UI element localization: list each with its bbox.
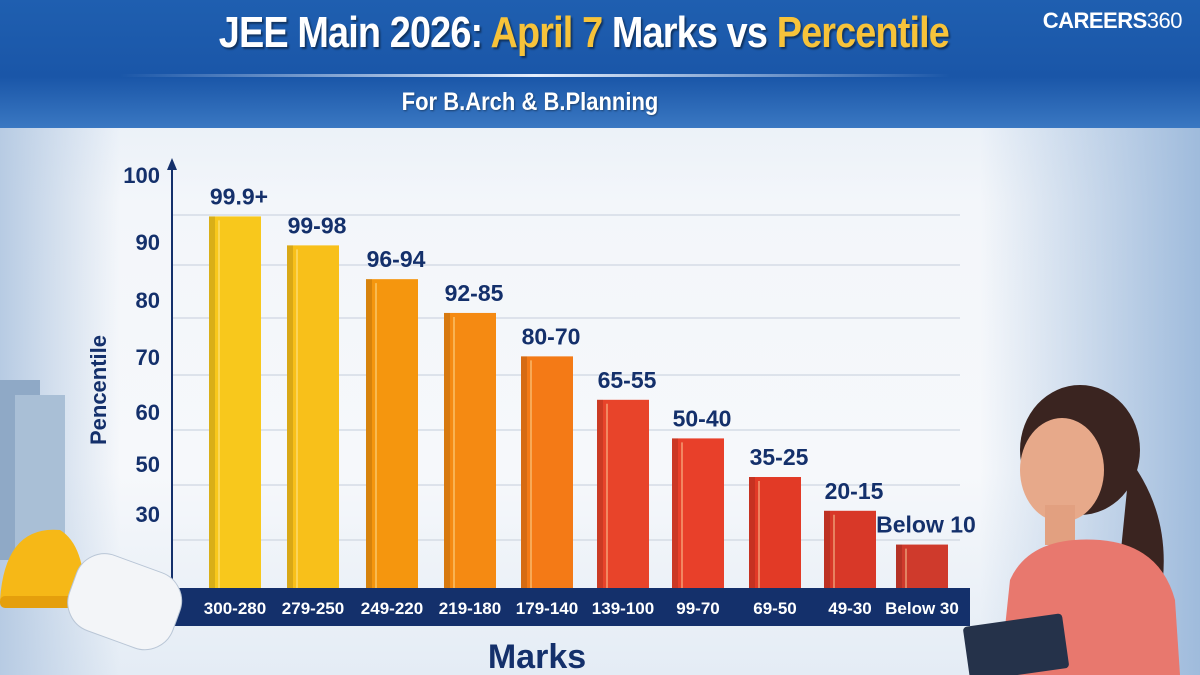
bar bbox=[896, 544, 948, 588]
bar-shade bbox=[672, 438, 678, 588]
x-tick-label: 219-180 bbox=[439, 599, 501, 618]
bar bbox=[749, 477, 801, 588]
bar-data-label: 20-15 bbox=[825, 478, 884, 504]
x-tick-label: 179-140 bbox=[516, 599, 578, 618]
title-divider bbox=[120, 74, 950, 77]
bar-shade bbox=[824, 510, 830, 588]
x-axis-label: Marks bbox=[488, 638, 586, 675]
y-axis-label: Pencentile bbox=[86, 335, 111, 445]
y-tick-label: 80 bbox=[136, 288, 160, 313]
bar-shade bbox=[896, 544, 902, 588]
bar-data-label: 99.9+ bbox=[210, 183, 268, 209]
bar-data-label: Below 10 bbox=[876, 512, 976, 538]
header-banner: JEE Main 2026: April 7 Marks vs Percenti… bbox=[0, 0, 1200, 128]
y-tick-label: 50 bbox=[136, 452, 160, 477]
bar-data-label: 92-85 bbox=[445, 280, 504, 306]
bar-data-label: 65-55 bbox=[598, 367, 657, 393]
bar bbox=[366, 279, 418, 588]
y-tick-label: 90 bbox=[136, 230, 160, 255]
bar bbox=[287, 245, 339, 588]
x-tick-label: 300-280 bbox=[204, 599, 266, 618]
bar-shade bbox=[366, 279, 372, 588]
page-title: JEE Main 2026: April 7 Marks vs Percenti… bbox=[68, 8, 1100, 58]
bar-shade bbox=[521, 356, 527, 588]
y-tick-label: 30 bbox=[136, 502, 160, 527]
x-tick-label: 249-220 bbox=[361, 599, 423, 618]
bar-data-label: 96-94 bbox=[367, 246, 426, 272]
blueprint-roll-icon bbox=[67, 553, 183, 651]
y-tick-label: 70 bbox=[136, 345, 160, 370]
y-tick-label: 60 bbox=[136, 400, 160, 425]
bar-shade bbox=[444, 312, 450, 588]
bar-shade bbox=[597, 399, 603, 588]
title-text: JEE Main 2026: bbox=[218, 8, 491, 57]
bar bbox=[824, 510, 876, 588]
x-tick-label: 279-250 bbox=[282, 599, 344, 618]
bar bbox=[597, 399, 649, 588]
bar-data-label: 99-98 bbox=[288, 212, 347, 238]
title-highlight-percentile: Percentile bbox=[776, 8, 950, 57]
bar-shade bbox=[287, 245, 293, 588]
bar bbox=[444, 312, 496, 588]
bar-data-label: 35-25 bbox=[750, 444, 809, 470]
bar-shade bbox=[749, 477, 755, 588]
bar-data-label: 80-70 bbox=[522, 323, 581, 349]
x-axis-band bbox=[170, 588, 970, 626]
bar bbox=[672, 438, 724, 588]
careers360-logo: CAREERS360 bbox=[1042, 8, 1183, 33]
bar bbox=[209, 216, 261, 588]
x-tick-label: Below 30 bbox=[885, 599, 959, 618]
title-highlight-date: April 7 bbox=[490, 8, 604, 57]
x-tick-label: 139-100 bbox=[592, 599, 654, 618]
x-tick-label: 69-50 bbox=[753, 599, 796, 618]
subtitle: For B.Arch & B.Planning bbox=[401, 88, 659, 116]
bar bbox=[521, 356, 573, 588]
bar-shade bbox=[209, 216, 215, 588]
x-tick-label: 99-70 bbox=[676, 599, 719, 618]
student-illustration bbox=[963, 385, 1180, 675]
y-axis-arrow-icon bbox=[167, 158, 177, 170]
title-text-mid: Marks vs bbox=[602, 8, 777, 57]
x-tick-label: 49-30 bbox=[828, 599, 871, 618]
bar-data-label: 50-40 bbox=[673, 405, 732, 431]
y-tick-label: 100 bbox=[123, 163, 160, 188]
